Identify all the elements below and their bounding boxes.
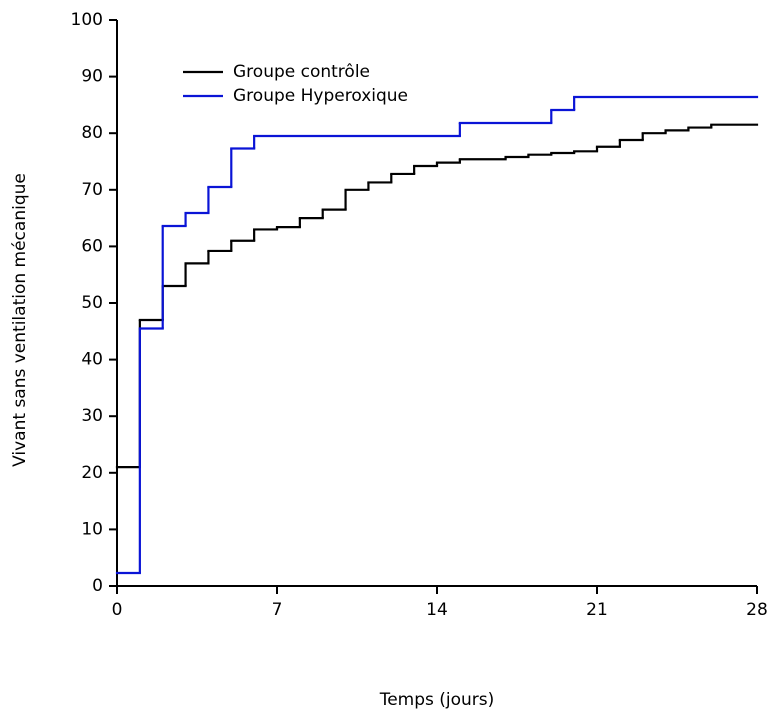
y-axis-label: Vivant sans ventilation mécanique [10,173,30,467]
x-tick-label: 21 [586,600,608,620]
y-tick-label: 30 [81,406,103,426]
legend-label: Groupe Hyperoxique [233,86,408,106]
x-axis-label: Temps (jours) [379,690,495,710]
y-tick-label: 60 [81,236,103,256]
y-tick-label: 100 [71,10,103,30]
x-tick-label: 7 [272,600,283,620]
y-tick-label: 40 [81,350,103,370]
y-tick-label: 10 [81,519,103,539]
y-tick-label: 50 [81,293,103,313]
legend-label: Groupe contrôle [233,62,370,82]
x-tick-label: 0 [112,600,123,620]
y-tick-label: 90 [81,67,103,87]
y-tick-label: 20 [81,463,103,483]
x-tick-label: 28 [746,600,768,620]
y-tick-label: 0 [92,576,103,596]
y-tick-label: 70 [81,180,103,200]
x-tick-label: 14 [426,600,448,620]
y-tick-label: 80 [81,123,103,143]
